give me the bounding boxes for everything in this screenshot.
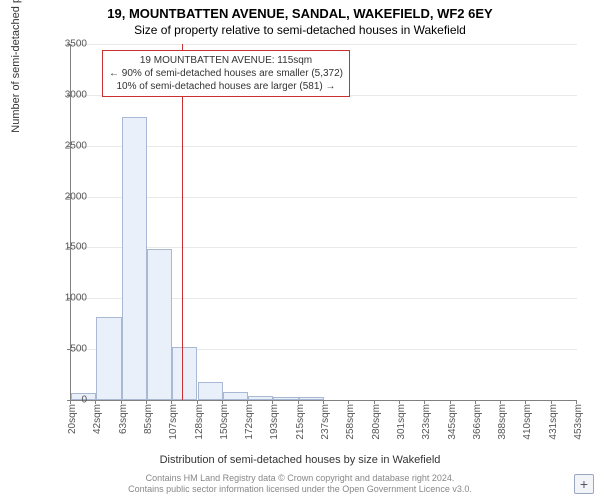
- y-tick-label: 1500: [47, 242, 87, 253]
- histogram-bar: [198, 382, 223, 400]
- info-box-line-2: ← 90% of semi-detached houses are smalle…: [109, 67, 343, 80]
- y-tick-label: 2500: [47, 140, 87, 151]
- y-tick-label: 3500: [47, 39, 87, 50]
- chart-subtitle: Size of property relative to semi-detach…: [0, 21, 600, 37]
- info-box-line-1: 19 MOUNTBATTEN AVENUE: 115sqm: [109, 54, 343, 67]
- x-axis-label: Distribution of semi-detached houses by …: [0, 454, 600, 466]
- gridline-h: [71, 44, 577, 45]
- reference-line: [182, 44, 183, 400]
- chart-title: 19, MOUNTBATTEN AVENUE, SANDAL, WAKEFIEL…: [0, 0, 600, 21]
- y-tick-label: 3000: [47, 89, 87, 100]
- histogram-bar: [172, 347, 197, 400]
- histogram-bar: [223, 392, 248, 400]
- y-tick-label: 2000: [47, 191, 87, 202]
- x-tick-label: 107sqm: [168, 404, 179, 454]
- gridline-h: [71, 197, 577, 198]
- x-tick-label: 345sqm: [447, 404, 458, 454]
- gridline-h: [71, 247, 577, 248]
- x-tick-label: 128sqm: [194, 404, 205, 454]
- info-box-line-3: 10% of semi-detached houses are larger (…: [109, 80, 343, 93]
- x-tick-label: 215sqm: [295, 404, 306, 454]
- x-tick-label: 323sqm: [421, 404, 432, 454]
- y-tick-label: 1000: [47, 293, 87, 304]
- histogram-bar: [122, 117, 147, 400]
- credits: Contains HM Land Registry data © Crown c…: [0, 473, 600, 496]
- x-tick-label: 63sqm: [118, 404, 129, 454]
- histogram-bar: [96, 317, 121, 400]
- x-tick-label: 280sqm: [371, 404, 382, 454]
- x-tick-label: 20sqm: [67, 404, 78, 454]
- gridline-h: [71, 146, 577, 147]
- chart-container: 19, MOUNTBATTEN AVENUE, SANDAL, WAKEFIEL…: [0, 0, 600, 500]
- x-tick-label: 453sqm: [573, 404, 584, 454]
- x-tick-label: 258sqm: [345, 404, 356, 454]
- y-axis-label: Number of semi-detached properties: [10, 0, 22, 133]
- histogram-bar: [147, 249, 172, 400]
- x-tick-label: 172sqm: [244, 404, 255, 454]
- x-tick-label: 42sqm: [92, 404, 103, 454]
- x-tick-label: 85sqm: [143, 404, 154, 454]
- y-tick-label: 500: [47, 344, 87, 355]
- reference-info-box: 19 MOUNTBATTEN AVENUE: 115sqm ← 90% of s…: [102, 50, 350, 97]
- x-tick-label: 431sqm: [548, 404, 559, 454]
- x-tick-label: 237sqm: [320, 404, 331, 454]
- x-tick-label: 366sqm: [472, 404, 483, 454]
- x-tick-label: 410sqm: [522, 404, 533, 454]
- x-tick-label: 150sqm: [219, 404, 230, 454]
- credits-line-1: Contains HM Land Registry data © Crown c…: [0, 473, 600, 485]
- x-tick-label: 193sqm: [269, 404, 280, 454]
- x-tick-label: 301sqm: [396, 404, 407, 454]
- plot-area: [70, 44, 577, 401]
- credits-line-2: Contains public sector information licen…: [0, 484, 600, 496]
- x-tick-label: 388sqm: [497, 404, 508, 454]
